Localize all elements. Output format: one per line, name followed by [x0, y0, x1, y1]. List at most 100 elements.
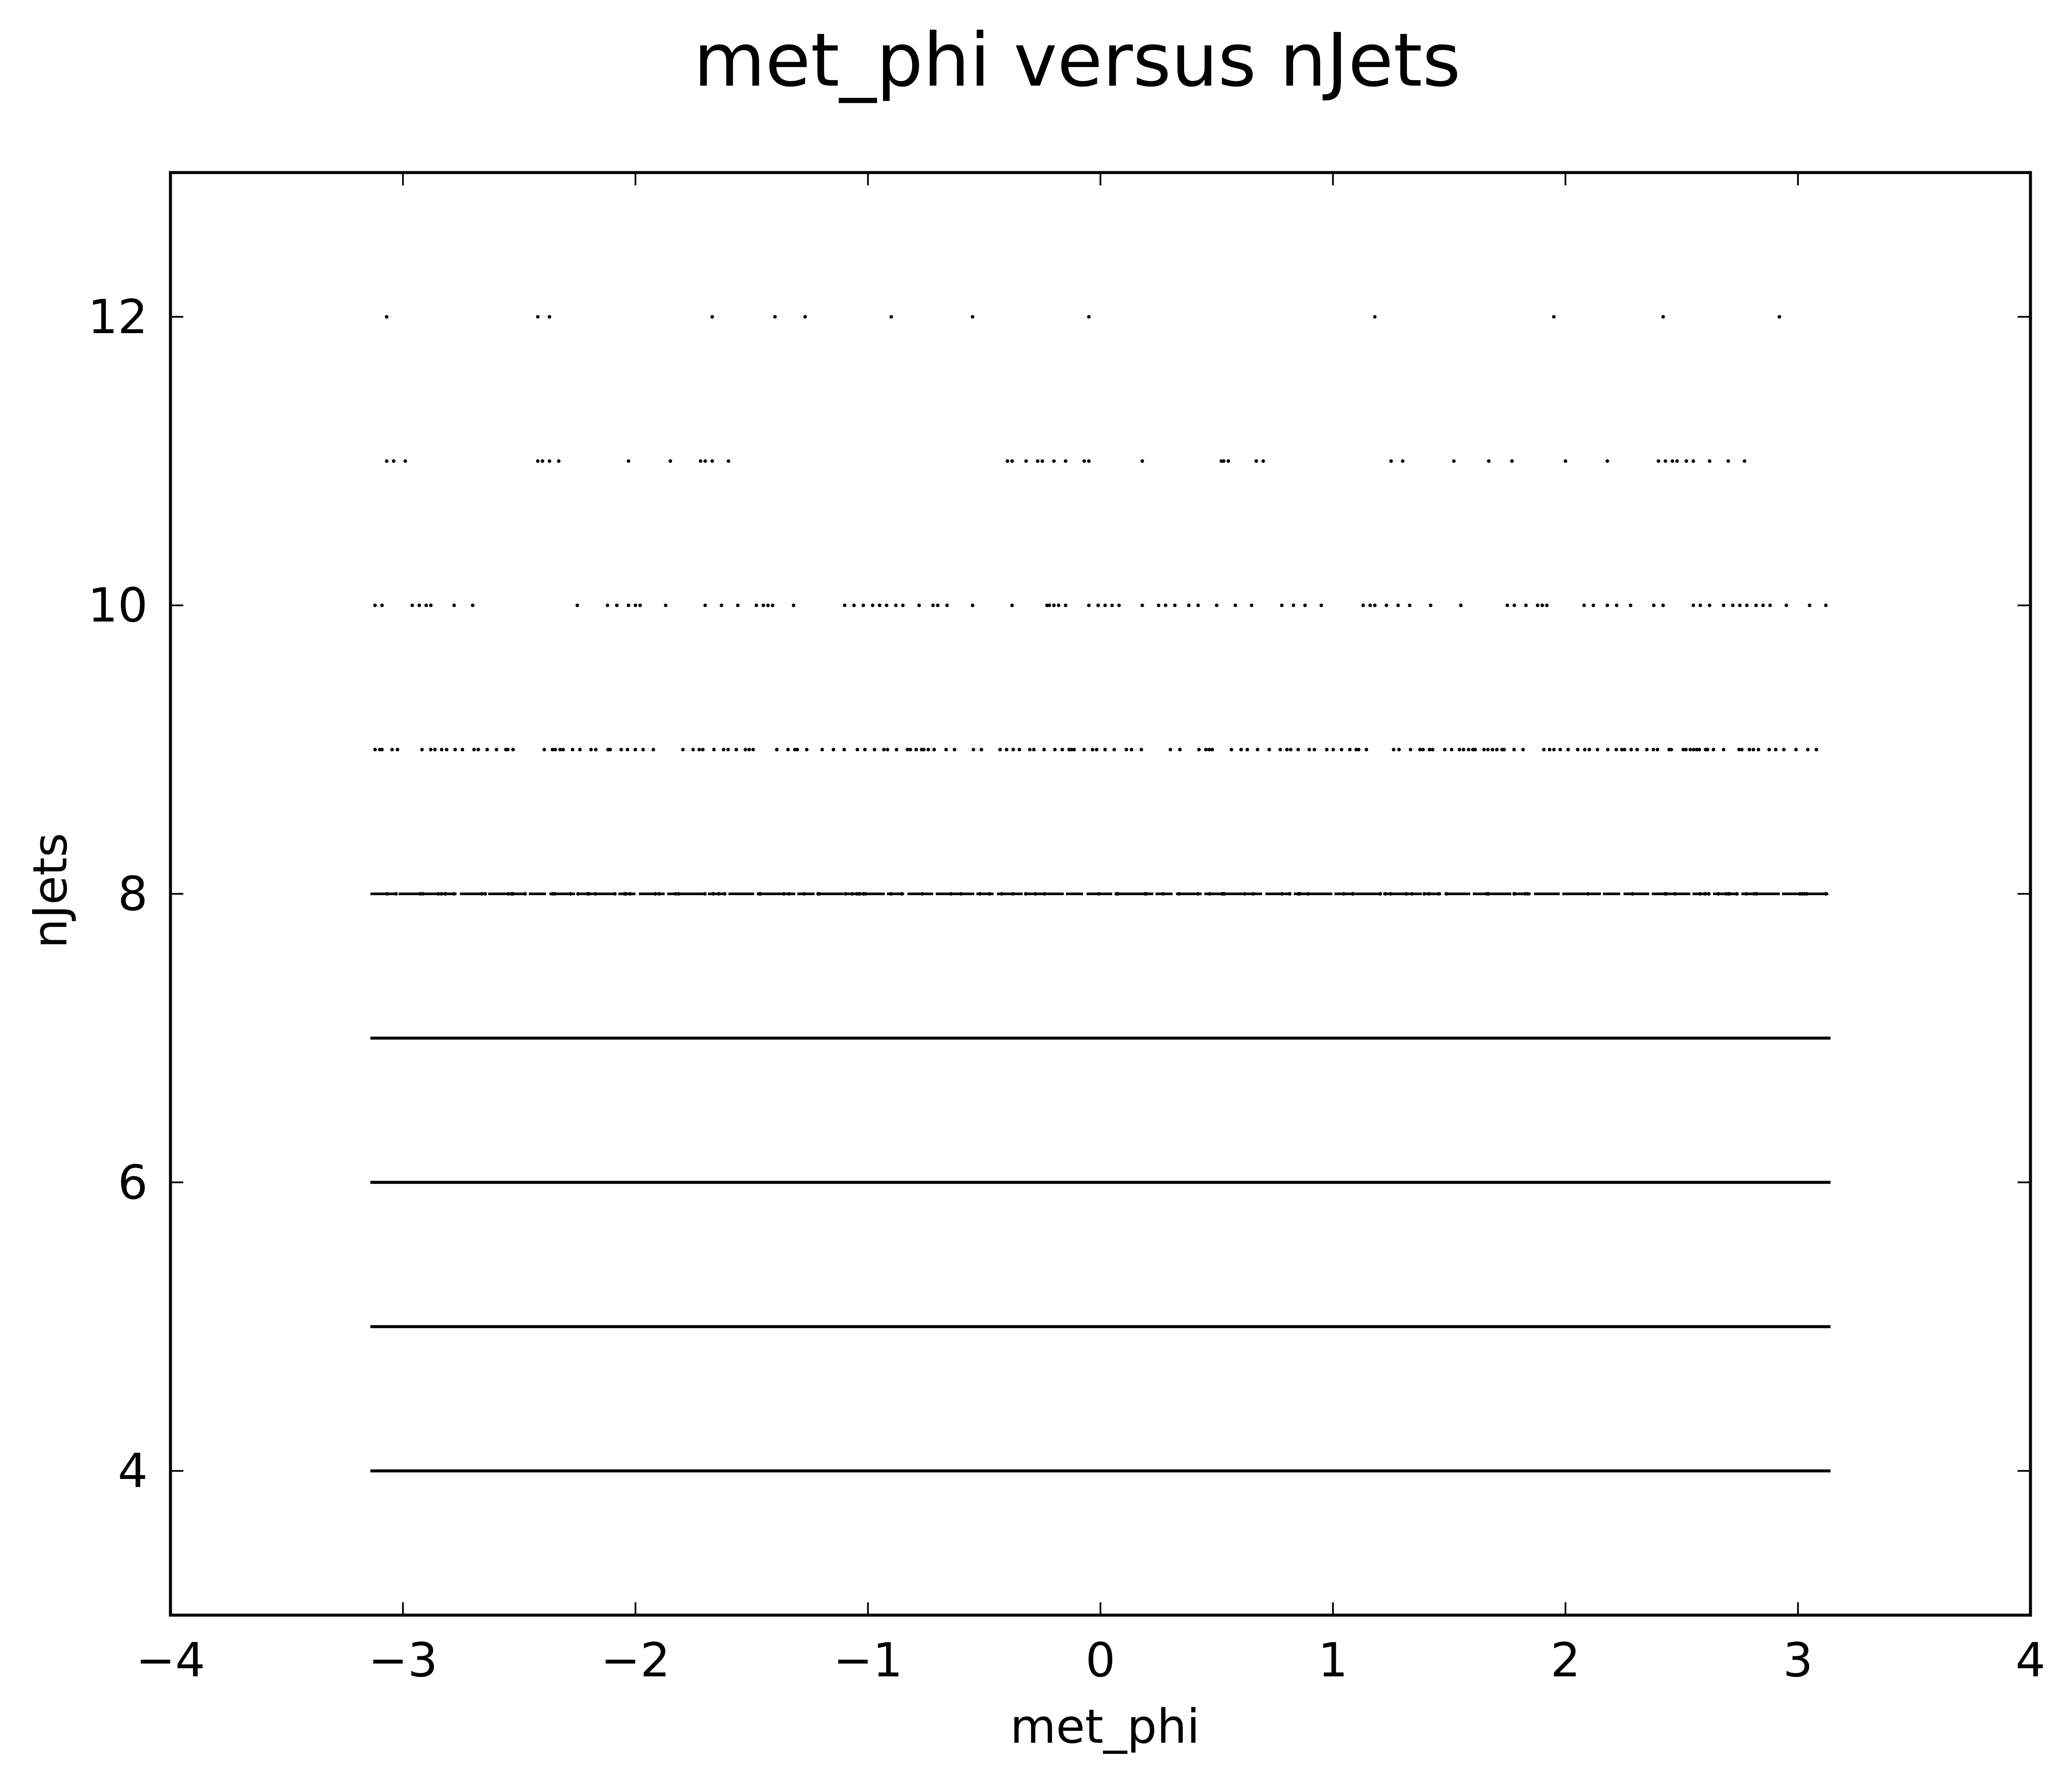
data-point: [1487, 459, 1491, 463]
data-point: [1052, 603, 1056, 607]
data-point: [624, 892, 628, 896]
data-point: [1278, 748, 1282, 751]
x-axis-label: met_phi: [1010, 1699, 1200, 1754]
data-point: [613, 892, 617, 896]
data-point: [480, 892, 484, 896]
data-point: [1421, 748, 1425, 751]
data-point: [1462, 748, 1466, 751]
data-point: [1738, 603, 1742, 607]
data-point: [1620, 748, 1624, 751]
data-point: [1404, 892, 1408, 896]
data-point: [373, 748, 377, 751]
data-point: [1114, 892, 1118, 896]
data-point: [1280, 603, 1284, 607]
data-point: [1615, 603, 1618, 607]
data-point: [1032, 748, 1036, 751]
data-point: [889, 892, 893, 896]
axis-ticks: [170, 173, 2031, 1615]
data-point: [945, 603, 949, 607]
data-point: [1691, 603, 1695, 607]
data-point: [1436, 892, 1441, 896]
data-point: [699, 459, 703, 463]
data-point: [1629, 603, 1633, 607]
data-point: [1695, 748, 1699, 751]
data-point: [429, 603, 433, 607]
data-point: [1490, 748, 1495, 751]
data-point: [460, 748, 465, 751]
data-point: [1047, 603, 1051, 607]
data-point: [1708, 459, 1711, 463]
data-point: [949, 892, 953, 896]
data-point: [747, 748, 751, 751]
data-point: [453, 748, 457, 751]
data-point: [1815, 748, 1818, 751]
data-point: [417, 603, 421, 607]
data-point: [1726, 459, 1730, 463]
data-point: [691, 748, 695, 751]
data-point: [1452, 459, 1456, 463]
data-point: [1703, 892, 1707, 896]
data-point: [1684, 459, 1688, 463]
data-point: [1707, 892, 1711, 896]
data-point: [1298, 892, 1302, 896]
data-point: [936, 603, 940, 607]
data-point: [1296, 748, 1300, 751]
data-point: [1526, 892, 1530, 896]
data-point: [1168, 748, 1172, 751]
data-point: [1698, 892, 1702, 896]
data-point: [1722, 603, 1726, 607]
data-point: [1512, 892, 1516, 896]
data-point: [1173, 603, 1177, 607]
data-point: [1409, 748, 1412, 751]
data-point: [1082, 748, 1086, 751]
data-point: [900, 892, 904, 896]
data-point: [1767, 748, 1771, 751]
data-point: [1383, 892, 1387, 896]
data-point: [1256, 748, 1260, 751]
data-point: [1351, 892, 1355, 896]
data-point: [1768, 603, 1772, 607]
data-point: [855, 748, 860, 751]
data-point: [710, 315, 714, 319]
data-point: [1510, 459, 1514, 463]
data-point: [1744, 892, 1748, 896]
data-point: [1331, 748, 1335, 751]
data-point: [669, 459, 672, 463]
data-point: [734, 748, 738, 751]
data-point: [1722, 748, 1726, 751]
data-point: [373, 603, 377, 607]
data-point: [625, 748, 630, 751]
data-point: [805, 748, 809, 751]
data-point: [1716, 892, 1720, 896]
data-point: [1178, 748, 1182, 751]
data-point: [1523, 892, 1527, 896]
data-point: [444, 892, 448, 896]
y-axis-label: nJets: [23, 833, 78, 948]
x-tick-label: 4: [2015, 1633, 2045, 1688]
data-point: [1652, 603, 1656, 607]
data-point: [1103, 603, 1107, 607]
data-point: [1663, 892, 1667, 896]
data-point: [726, 459, 731, 463]
data-point: [558, 748, 562, 751]
data-point: [1482, 748, 1486, 751]
x-tick-label: −3: [368, 1633, 438, 1688]
data-point: [1087, 315, 1091, 319]
data-point: [905, 748, 910, 751]
data-point: [664, 603, 668, 607]
data-point: [1651, 748, 1655, 751]
data-point: [1261, 459, 1265, 463]
data-point: [570, 748, 575, 751]
data-point: [726, 748, 730, 751]
data-point: [619, 748, 623, 751]
data-point: [861, 603, 866, 607]
data-point: [1230, 748, 1233, 751]
data-point: [1728, 892, 1732, 896]
data-point: [1024, 459, 1028, 463]
x-tick-label: 1: [1318, 1633, 1348, 1688]
data-point: [1566, 748, 1570, 751]
data-point: [1756, 748, 1760, 751]
y-tick-label: 4: [118, 1443, 148, 1498]
data-point: [863, 748, 867, 751]
data-point: [1095, 748, 1099, 751]
